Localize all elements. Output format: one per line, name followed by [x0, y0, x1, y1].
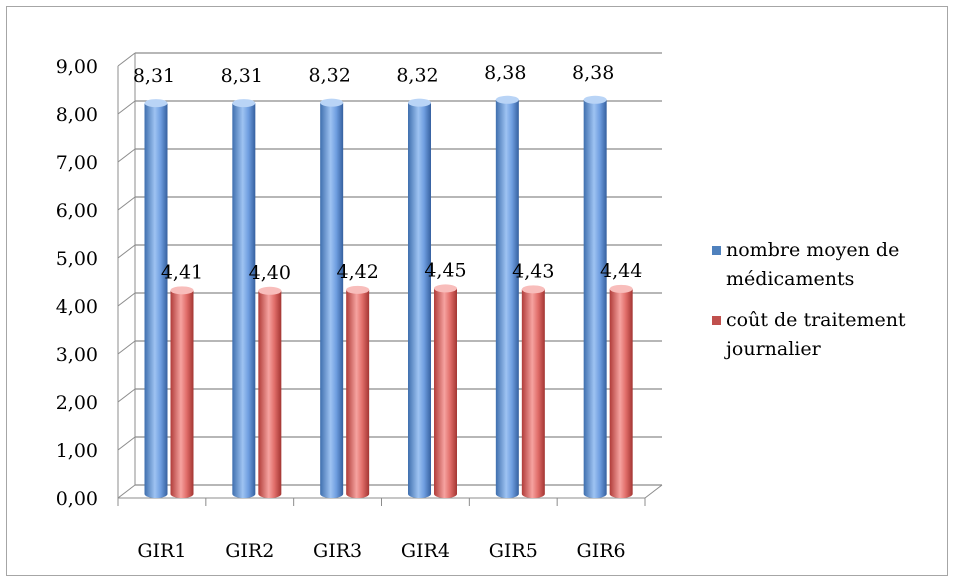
gridline-side: [117, 196, 136, 211]
gridline-side: [117, 388, 136, 403]
bar-cap: [232, 99, 256, 108]
data-label: 8,31: [133, 65, 175, 87]
floor-right: [644, 484, 663, 499]
data-label: 8,32: [396, 65, 438, 87]
data-label: 4,40: [249, 262, 291, 284]
legend-swatch-blue: [712, 246, 721, 255]
data-label: 8,38: [484, 62, 526, 84]
bar-medicaments: [495, 99, 519, 498]
x-tick-label: GIR5: [489, 540, 538, 562]
legend-label-medicaments: nombre moyen de médicaments: [726, 239, 900, 290]
data-label: 8,32: [309, 65, 351, 87]
y-tick-label: 1,00: [56, 440, 98, 462]
bar-cout: [258, 290, 282, 498]
y-tick-label: 0,00: [56, 488, 98, 510]
bar-cap: [521, 285, 545, 294]
y-tick-label: 3,00: [56, 344, 98, 366]
data-label: 4,42: [337, 261, 379, 283]
legend-item-cout: coût de traitement journalier: [712, 306, 952, 364]
gridline-side: [117, 244, 136, 259]
y-tick-label: 2,00: [56, 392, 98, 414]
legend-item-medicaments: nombre moyen de médicaments: [712, 236, 952, 294]
legend: nombre moyen de médicaments coût de trai…: [712, 236, 952, 376]
x-tick-label: GIR1: [137, 540, 186, 562]
y-tick-label: 8,00: [56, 104, 98, 126]
bar-cap: [346, 285, 370, 294]
x-tick-label: GIR3: [313, 540, 362, 562]
y-tick-label: 6,00: [56, 200, 98, 222]
bar-cap: [609, 284, 633, 293]
gridline-side: [117, 292, 136, 307]
bar-medicaments: [144, 103, 168, 499]
legend-swatch-red: [712, 316, 721, 325]
y-tick-label: 7,00: [56, 152, 98, 174]
bar-cout: [346, 289, 370, 498]
gridline-side: [117, 436, 136, 451]
gridline-side: [117, 52, 136, 67]
bar-medicaments: [320, 102, 344, 498]
data-label: 4,41: [161, 261, 203, 283]
gridline-side: [117, 148, 136, 163]
bar-cap: [144, 99, 168, 108]
bar-cout: [434, 288, 457, 498]
gridline-side: [117, 100, 136, 115]
bar-medicaments: [408, 102, 431, 498]
bar-cout: [609, 288, 633, 498]
data-label: 8,38: [572, 62, 614, 84]
gridline-side: [117, 484, 136, 499]
bar-cap: [408, 98, 431, 107]
legend-label-cout: coût de traitement journalier: [726, 309, 906, 360]
data-label: 8,31: [221, 65, 263, 87]
bar-cap: [583, 95, 607, 104]
x-tick-label: GIR6: [577, 540, 626, 562]
bar-cap: [320, 98, 344, 107]
gridline-side: [117, 340, 136, 355]
data-label: 4,43: [512, 260, 554, 282]
bar-medicaments: [583, 99, 607, 498]
bar-cout: [170, 290, 194, 498]
y-tick-label: 4,00: [56, 296, 98, 318]
y-tick-label: 5,00: [56, 248, 98, 270]
bar-cout: [521, 289, 545, 498]
data-label: 4,44: [600, 260, 642, 282]
bar-medicaments: [232, 103, 256, 499]
bar-cap: [258, 286, 282, 295]
x-tick-label: GIR2: [225, 540, 274, 562]
bar-cap: [495, 95, 519, 104]
y-tick-label: 9,00: [56, 56, 98, 78]
bar-cap: [170, 286, 194, 295]
bar-cap: [434, 284, 457, 293]
x-tick-label: GIR4: [401, 540, 450, 562]
data-label: 4,45: [424, 259, 466, 281]
